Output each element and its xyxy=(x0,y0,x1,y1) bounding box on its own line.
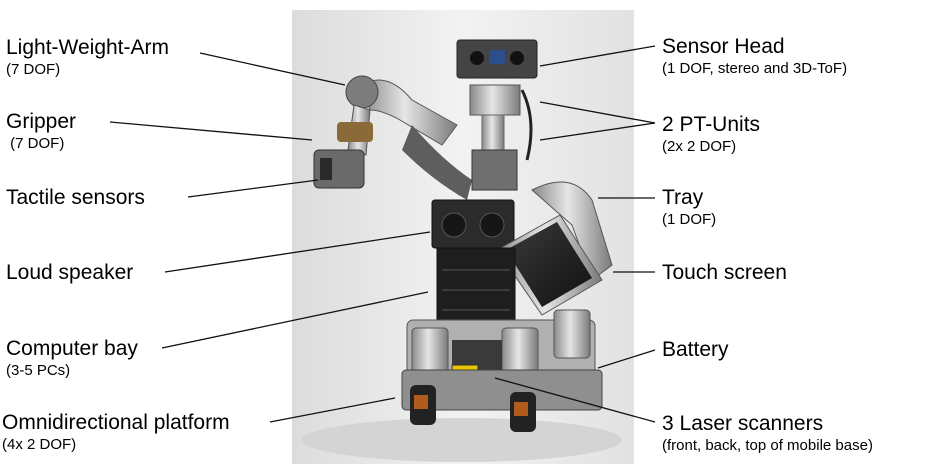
label-gripper-title: Gripper xyxy=(6,110,77,133)
label-touch-screen: Touch screen xyxy=(662,262,787,283)
label-omnidirectional-platform-title: Omnidirectional platform xyxy=(2,411,230,434)
label-light-weight-arm: Light-Weight-Arm (7 DOF) xyxy=(6,37,169,77)
label-tactile-sensors-title: Tactile sensors xyxy=(6,186,145,209)
label-sensor-head-detail: (1 DOF, stereo and 3D-ToF) xyxy=(662,60,848,77)
label-touch-screen-title: Touch screen xyxy=(662,261,787,284)
leader-light-weight-arm xyxy=(199,52,346,86)
label-laser-scanners-detail: (front, back, top of mobile base) xyxy=(662,437,873,454)
leader-pt-unit-1 xyxy=(539,101,656,124)
label-pt-units-title: 2 PT-Units xyxy=(662,113,761,136)
label-tray: Tray (1 DOF) xyxy=(662,187,716,227)
robot-photo xyxy=(292,10,634,464)
label-computer-bay: Computer bay (3-5 PCs) xyxy=(6,338,138,378)
label-tray-detail: (1 DOF) xyxy=(662,211,717,228)
label-pt-units: 2 PT-Units (2x 2 DOF) xyxy=(662,114,760,154)
label-pt-units-detail: (2x 2 DOF) xyxy=(662,138,737,155)
label-tactile-sensors: Tactile sensors xyxy=(6,187,145,208)
label-light-weight-arm-detail: (7 DOF) xyxy=(6,61,61,78)
leader-loud-speaker xyxy=(164,231,431,273)
label-loud-speaker-title: Loud speaker xyxy=(6,261,134,284)
leader-computer-bay xyxy=(161,291,429,349)
label-gripper: Gripper (7 DOF) xyxy=(6,111,76,151)
leader-omnidirectional-platform xyxy=(269,397,396,423)
label-laser-scanners: 3 Laser scanners (front, back, top of mo… xyxy=(662,413,873,453)
label-omnidirectional-platform: Omnidirectional platform (4x 2 DOF) xyxy=(2,412,230,452)
leader-tactile-sensors xyxy=(187,179,319,198)
label-loud-speaker: Loud speaker xyxy=(6,262,133,283)
leader-battery xyxy=(597,349,656,369)
label-gripper-detail: (7 DOF) xyxy=(6,135,65,152)
label-computer-bay-detail: (3-5 PCs) xyxy=(6,362,71,379)
leader-laser-scanners xyxy=(494,377,656,423)
label-laser-scanners-title: 3 Laser scanners xyxy=(662,412,824,435)
label-computer-bay-title: Computer bay xyxy=(6,337,138,360)
leader-gripper xyxy=(109,121,313,141)
label-tray-title: Tray xyxy=(662,186,704,209)
label-sensor-head: Sensor Head (1 DOF, stereo and 3D-ToF) xyxy=(662,36,847,76)
label-battery-title: Battery xyxy=(662,338,729,361)
label-battery: Battery xyxy=(662,339,729,360)
label-sensor-head-title: Sensor Head xyxy=(662,35,785,58)
leader-sensor-head xyxy=(539,45,656,67)
label-omnidirectional-platform-detail: (4x 2 DOF) xyxy=(2,436,77,453)
leader-pt-unit-2 xyxy=(539,122,656,141)
label-light-weight-arm-title: Light-Weight-Arm xyxy=(6,36,169,59)
